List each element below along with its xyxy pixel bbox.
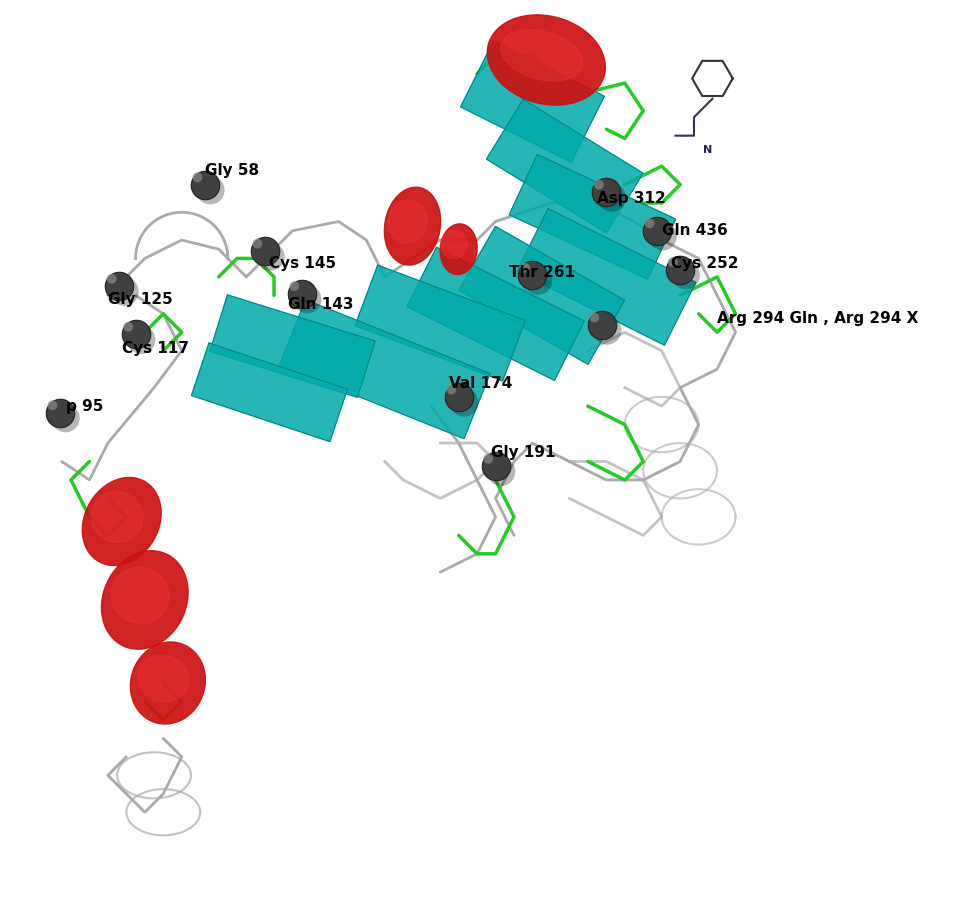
Point xyxy=(518,260,533,275)
Polygon shape xyxy=(517,209,696,345)
Point xyxy=(678,268,694,282)
Polygon shape xyxy=(355,265,526,381)
Point xyxy=(591,177,607,192)
Text: Arg 294 Gln , Arg 294 X: Arg 294 Gln , Arg 294 X xyxy=(717,311,919,326)
Point xyxy=(604,190,619,205)
Polygon shape xyxy=(92,491,143,543)
Polygon shape xyxy=(388,200,427,243)
Polygon shape xyxy=(440,224,477,274)
Point xyxy=(249,236,265,251)
Point xyxy=(128,327,143,342)
Point xyxy=(649,223,665,238)
Polygon shape xyxy=(138,655,188,701)
Point xyxy=(488,459,503,473)
Point xyxy=(494,464,509,479)
Point xyxy=(443,382,459,397)
Polygon shape xyxy=(384,187,440,265)
Point xyxy=(586,310,602,325)
Polygon shape xyxy=(191,343,348,441)
Polygon shape xyxy=(279,300,490,438)
Text: Gln 436: Gln 436 xyxy=(662,223,727,238)
Point xyxy=(530,273,546,288)
Text: Cys 117: Cys 117 xyxy=(122,342,188,356)
Text: Thr 261: Thr 261 xyxy=(509,265,576,280)
Point xyxy=(451,390,467,404)
Point xyxy=(263,249,278,264)
Polygon shape xyxy=(461,41,605,162)
Text: Gly 191: Gly 191 xyxy=(491,445,555,460)
Point xyxy=(480,451,496,466)
Text: Val 174: Val 174 xyxy=(449,376,513,390)
Polygon shape xyxy=(210,294,375,398)
Text: Asp 312: Asp 312 xyxy=(597,191,666,206)
Text: N: N xyxy=(703,145,713,154)
Point xyxy=(197,177,213,192)
Point xyxy=(203,183,218,198)
Point xyxy=(189,170,205,185)
Point xyxy=(294,286,309,301)
Point xyxy=(44,398,60,413)
Point xyxy=(594,318,610,332)
Point xyxy=(133,332,149,347)
Polygon shape xyxy=(111,568,169,623)
Text: Cys 252: Cys 252 xyxy=(671,256,738,270)
Point xyxy=(599,185,614,199)
Point xyxy=(257,244,272,258)
Point xyxy=(111,279,127,294)
Polygon shape xyxy=(441,231,467,258)
Polygon shape xyxy=(500,30,582,81)
Text: Gly 58: Gly 58 xyxy=(205,163,259,178)
Polygon shape xyxy=(459,226,625,365)
Point xyxy=(525,268,540,282)
Point xyxy=(299,292,315,306)
Polygon shape xyxy=(509,154,676,280)
Polygon shape xyxy=(487,15,606,105)
Point xyxy=(52,405,68,420)
Polygon shape xyxy=(487,100,643,233)
Point xyxy=(665,255,680,270)
Polygon shape xyxy=(82,477,161,566)
Point xyxy=(655,229,670,244)
Point xyxy=(600,323,615,338)
Point xyxy=(104,271,120,286)
Point xyxy=(672,262,688,277)
Point xyxy=(642,216,658,231)
Text: Cys 145: Cys 145 xyxy=(270,256,336,270)
Text: p 95: p 95 xyxy=(67,399,103,414)
Point xyxy=(456,395,471,410)
Text: Gln 143: Gln 143 xyxy=(288,297,354,312)
Polygon shape xyxy=(407,247,584,380)
Text: Gly 125: Gly 125 xyxy=(108,293,173,307)
Point xyxy=(117,284,132,299)
Point xyxy=(121,319,136,334)
Point xyxy=(287,279,302,294)
Polygon shape xyxy=(101,551,188,649)
Point xyxy=(58,411,73,426)
Polygon shape xyxy=(130,642,206,724)
